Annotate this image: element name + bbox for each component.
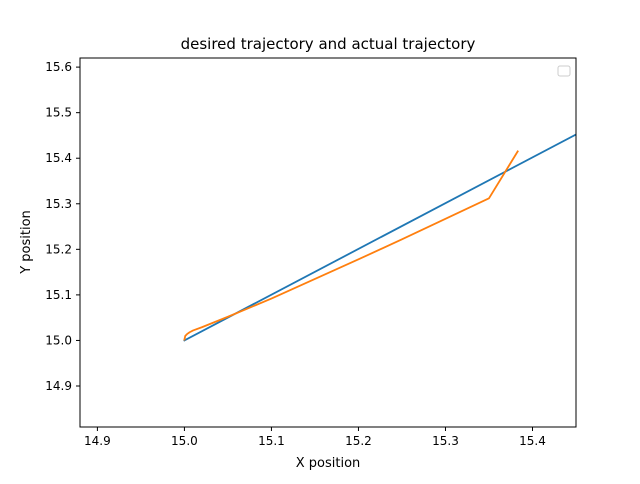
y-tick-label: 15.1 [45,288,72,302]
y-tick-label: 15.4 [45,151,72,165]
series-line-orange [183,150,519,341]
plot-area [183,133,576,342]
series-line-blue [183,133,576,342]
x-tick-label: 15.3 [432,434,459,448]
x-tick-label: 15.4 [519,434,546,448]
chart-title: desired trajectory and actual trajectory [181,35,476,53]
y-tick-label: 15.5 [45,106,72,120]
y-tick-label: 15.0 [45,333,72,347]
y-tick-label: 14.9 [45,379,72,393]
y-tick-label: 15.3 [45,197,72,211]
x-axis-label: X position [296,456,361,471]
legend-box [557,65,571,77]
plot-frame [79,57,577,428]
x-tick-label: 15.2 [345,434,372,448]
x-tick-label: 14.9 [84,434,111,448]
x-tick-label: 15.1 [258,434,285,448]
y-axis-label: Y position [19,210,34,275]
y-tick-label: 15.2 [45,242,72,256]
axis-ticks: 14.9 15.0 15.1 15.2 15.3 15.4 14.9 15.0 15.1 15.2… [45,60,546,448]
x-tick-label: 15.0 [171,434,198,448]
y-tick-label: 15.6 [45,60,72,74]
